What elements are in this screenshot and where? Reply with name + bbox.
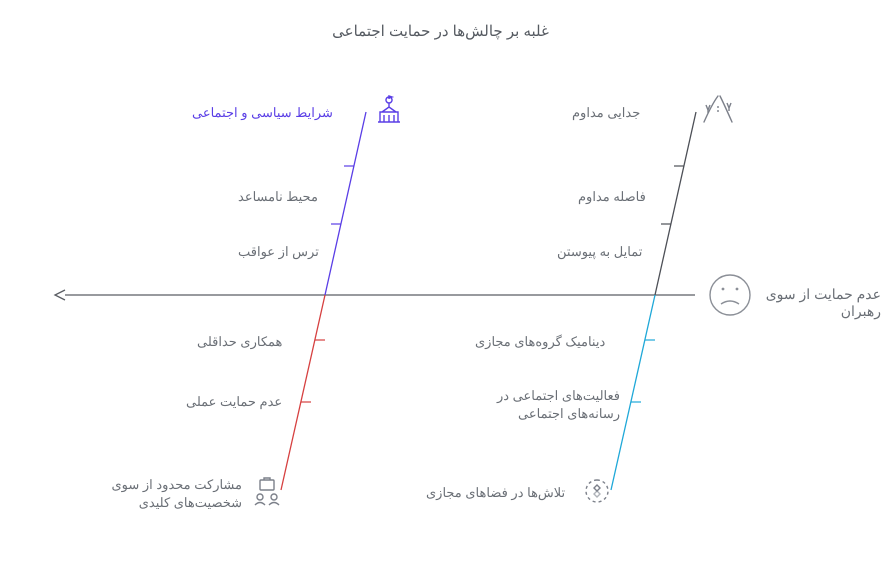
capitol-icon xyxy=(372,92,406,126)
sub-bottom-right-1: دینامیک گروه‌های مجازی xyxy=(475,333,605,351)
sub-top-right-1: فاصله مداوم xyxy=(578,188,646,206)
head-face-icon xyxy=(710,275,750,315)
category-label-bottom-right: تلاش‌ها در فضاهای مجازی xyxy=(426,484,565,502)
category-label-bottom-left: مشارکت محدود از سوی شخصیت‌های کلیدی xyxy=(82,476,242,512)
category-label-top-right: جدایی مداوم xyxy=(572,104,640,122)
arrows-orbit-icon xyxy=(580,474,614,508)
fishbone-canvas: غلبه بر چالش‌ها در حمایت اجتماعی xyxy=(0,0,881,568)
sub-bottom-left-2: عدم حمایت عملی xyxy=(186,393,282,411)
people-case-icon xyxy=(250,474,284,508)
sub-bottom-left-1: همکاری حداقلی xyxy=(197,333,282,351)
bone-top-left xyxy=(325,112,366,295)
sub-top-right-2: تمایل به پیوستن xyxy=(557,243,642,261)
sub-top-left-2: ترس از عواقب xyxy=(238,243,319,261)
bone-top-right xyxy=(655,112,696,295)
head-label: عدم حمایت از سوی رهبران xyxy=(760,286,881,320)
spine-arrow xyxy=(55,290,65,300)
sub-top-left-1: محیط نامساعد xyxy=(238,188,318,206)
category-label-top-left: شرایط سیاسی و اجتماعی xyxy=(192,104,333,122)
sub-bottom-right-2: فعالیت‌های اجتماعی در رسانه‌های اجتماعی xyxy=(460,387,620,423)
bone-bottom-left xyxy=(281,295,325,490)
road-trees-icon xyxy=(702,92,736,126)
